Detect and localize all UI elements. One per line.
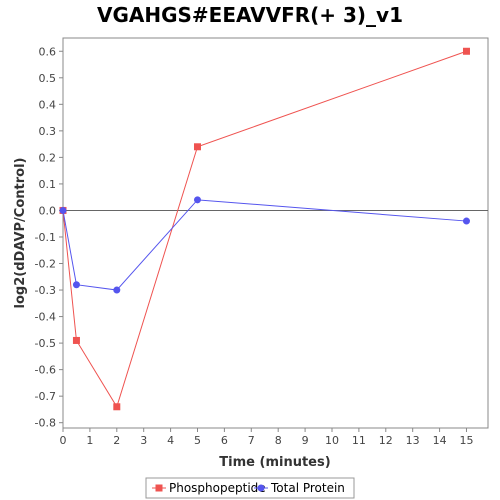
- plot-area: [62, 37, 489, 429]
- x-tick-label: 4: [167, 434, 174, 447]
- data-point: [113, 403, 121, 411]
- data-point: [59, 206, 67, 214]
- y-tick-label: 0.0: [39, 204, 57, 217]
- x-tick-label: 6: [221, 434, 228, 447]
- y-tick-label: -0.1: [35, 231, 56, 244]
- y-tick-label: 0.5: [39, 72, 57, 85]
- chart-title: VGAHGS#EEAVVFR(+ 3)_v1: [97, 3, 403, 27]
- x-tick-label: 8: [275, 434, 282, 447]
- y-tick-label: 0.6: [39, 45, 57, 58]
- legend-label: Phosphopeptide: [169, 481, 266, 495]
- x-tick-label: 12: [379, 434, 393, 447]
- x-tick-label: 15: [459, 434, 473, 447]
- y-tick-label: -0.2: [35, 258, 56, 271]
- data-point: [72, 336, 80, 344]
- y-tick-label: -0.5: [35, 337, 56, 350]
- data-point: [462, 217, 470, 225]
- x-tick-label: 13: [406, 434, 420, 447]
- x-tick-label: 0: [60, 434, 67, 447]
- data-point: [193, 196, 201, 204]
- x-axis-label: Time (minutes): [219, 455, 330, 470]
- x-tick-label: 2: [113, 434, 120, 447]
- data-point: [113, 286, 121, 294]
- x-tick-label: 1: [86, 434, 93, 447]
- legend-box: [145, 477, 355, 499]
- y-tick-label: -0.4: [35, 311, 56, 324]
- x-tick-label: 10: [325, 434, 339, 447]
- x-tick-label: 3: [140, 434, 147, 447]
- y-tick-label: -0.8: [35, 417, 56, 430]
- legend: Phosphopeptide Total Protein: [145, 477, 355, 499]
- x-tick-label: 5: [194, 434, 201, 447]
- data-point: [72, 281, 80, 289]
- legend-square-icon: [155, 484, 163, 492]
- y-tick-label: -0.6: [35, 364, 56, 377]
- x-axis-ticks: 0 1 2 3 4 5 6 7 8 9 10 11 12 13 14 15: [60, 428, 473, 447]
- legend-label: Total Protein: [270, 481, 345, 495]
- x-tick-label: 11: [352, 434, 366, 447]
- x-tick-label: 9: [302, 434, 309, 447]
- y-axis-ticks: -0.8 -0.7 -0.6 -0.5 -0.4 -0.3 -0.2 -0.1 0.0 0.1 0.…: [35, 45, 63, 430]
- y-tick-label: -0.3: [35, 284, 56, 297]
- x-tick-label: 7: [248, 434, 255, 447]
- y-tick-label: 0.4: [39, 98, 57, 111]
- legend-circle-icon: [257, 484, 265, 492]
- y-axis-label: log2(dDAVP/Control): [13, 158, 28, 309]
- y-tick-label: -0.7: [35, 390, 56, 403]
- data-point: [193, 143, 201, 151]
- x-tick-label: 14: [433, 434, 447, 447]
- data-point: [462, 47, 470, 55]
- y-tick-label: 0.2: [39, 151, 57, 164]
- y-tick-label: 0.3: [39, 125, 57, 138]
- y-tick-label: 0.1: [39, 178, 57, 191]
- series-group: [59, 47, 470, 411]
